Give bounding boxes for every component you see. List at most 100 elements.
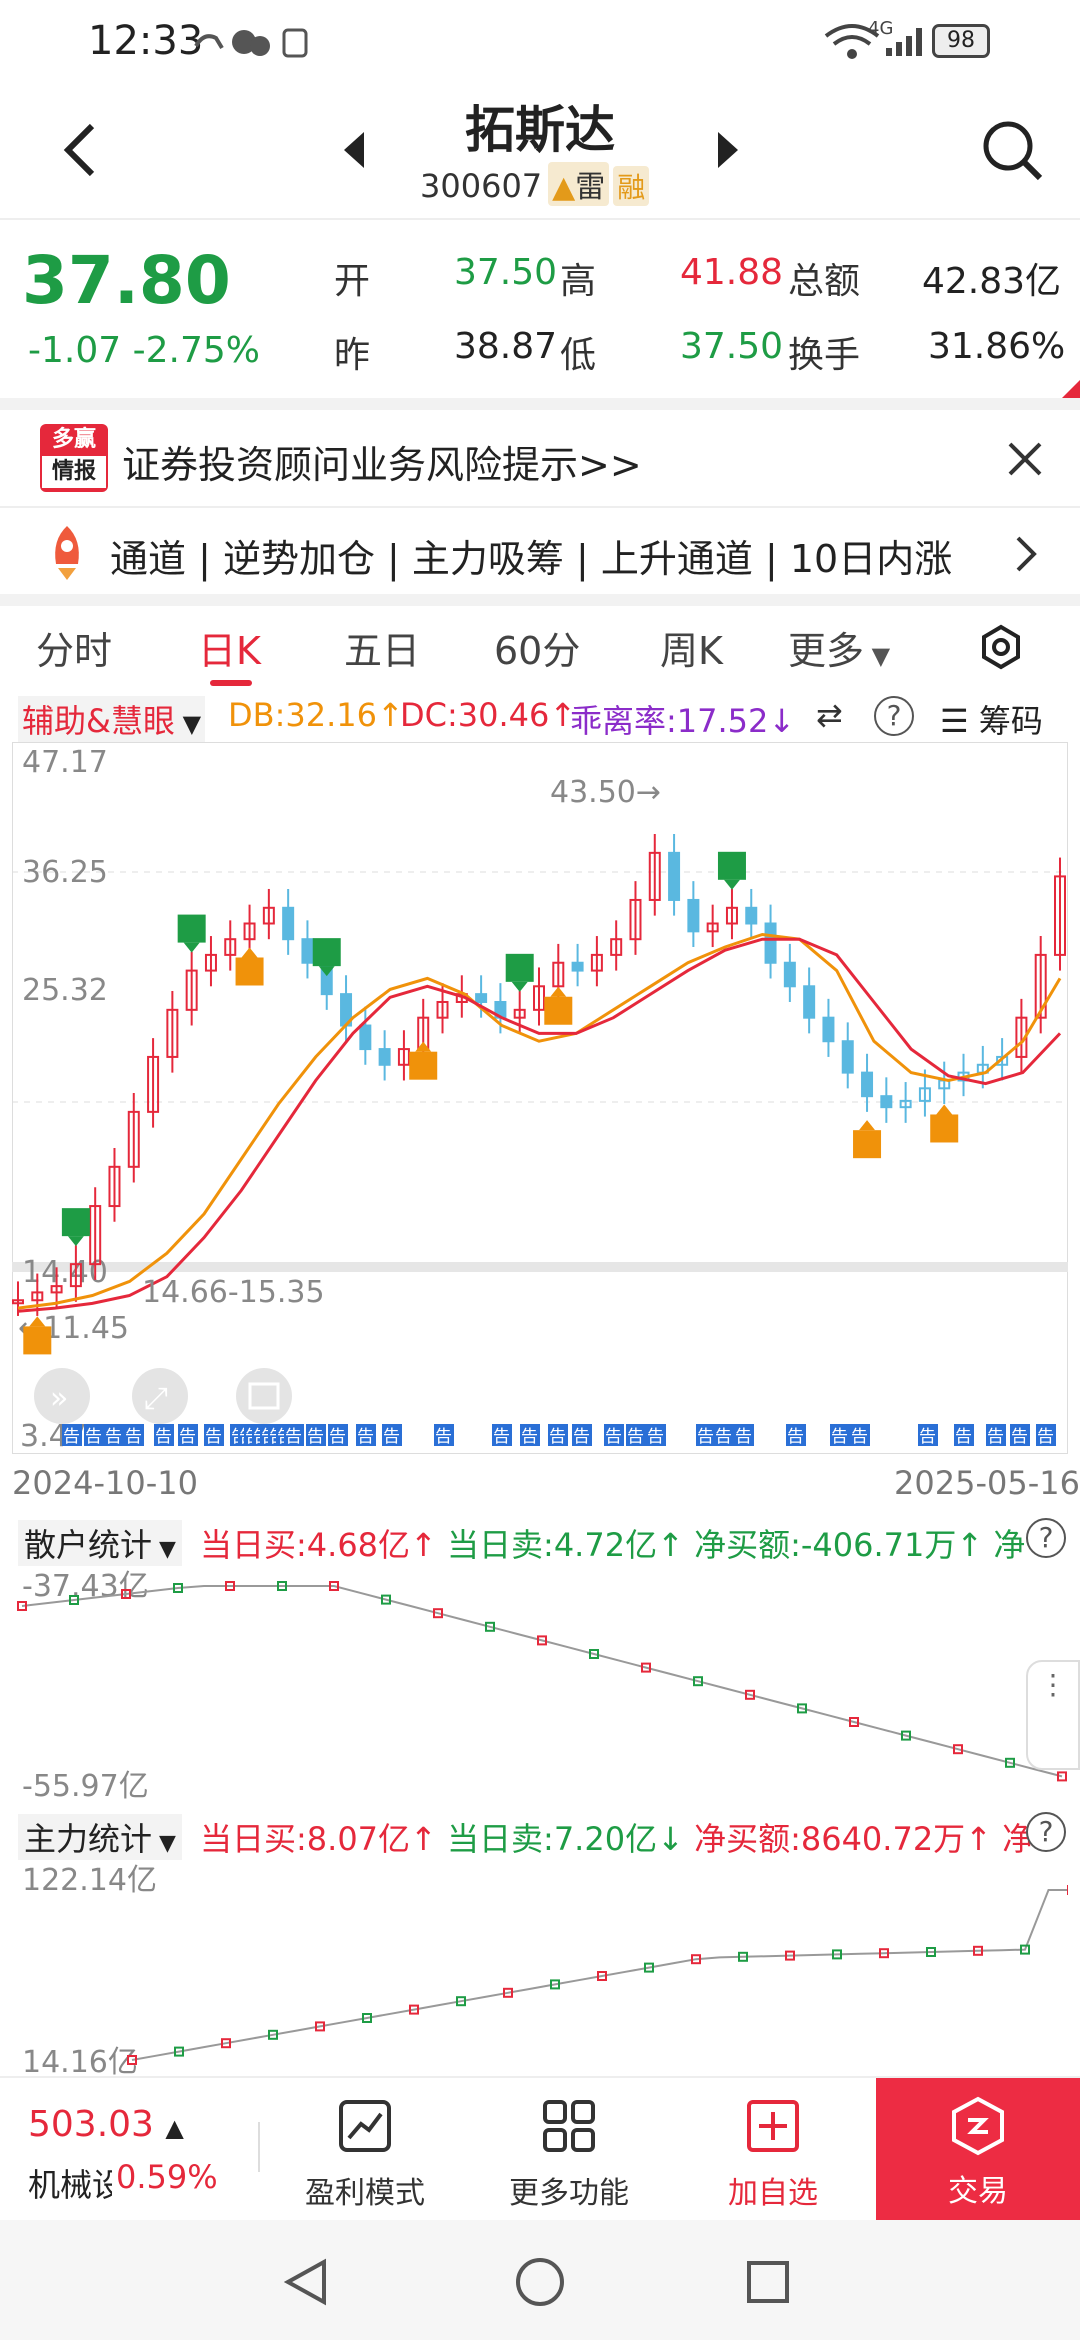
notice-tag-label: 告 — [63, 1427, 80, 1447]
notice-tag[interactable] — [434, 1424, 454, 1446]
screenshot-icon[interactable] — [236, 1368, 292, 1424]
notice-tag[interactable] — [626, 1424, 646, 1446]
notice-tag-label: 告 — [435, 1427, 452, 1447]
fullscreen-icon[interactable] — [132, 1368, 188, 1424]
tab-daily-k[interactable]: 日K — [198, 629, 261, 673]
notice-tag[interactable] — [604, 1424, 624, 1446]
indicator-selector[interactable]: 辅助&慧眼 ▼ — [18, 696, 206, 742]
notice-tag[interactable] — [918, 1424, 938, 1446]
close-icon[interactable] — [1006, 440, 1044, 478]
more-features-button[interactable]: 更多功能 — [504, 2098, 634, 2212]
margin-badge[interactable]: 融 — [613, 166, 650, 206]
trade-button[interactable]: 交易 — [876, 2078, 1080, 2222]
switch-icon[interactable]: ⇄ — [816, 696, 843, 734]
notice-tag[interactable] — [714, 1424, 734, 1446]
kline-chart[interactable]: 47.17 36.25 25.32 14.40 3.47 43.50→ ←11.… — [12, 742, 1068, 1454]
retail-stats-selector[interactable]: 散户统计 ▼ — [18, 1520, 182, 1566]
candle — [262, 906, 275, 925]
tab-five-day[interactable]: 五日 — [344, 629, 421, 673]
notice-tag[interactable] — [154, 1424, 174, 1446]
expand-corner-icon[interactable] — [1060, 380, 1080, 398]
next-stock-icon[interactable] — [714, 128, 742, 172]
notice-tag[interactable] — [382, 1424, 402, 1446]
notice-tag[interactable] — [572, 1424, 592, 1446]
notice-tag[interactable] — [850, 1424, 870, 1446]
notice-tag[interactable] — [204, 1424, 224, 1446]
add-watchlist-button[interactable]: 加自选 — [708, 2098, 838, 2212]
notice-tag[interactable] — [1036, 1424, 1056, 1446]
notice-tag[interactable] — [328, 1424, 348, 1446]
side-more-handle[interactable]: ⋮ — [1026, 1660, 1080, 1770]
notice-tag-label: 告 — [647, 1427, 664, 1447]
prev-stock-icon[interactable] — [340, 128, 368, 172]
search-icon[interactable] — [980, 118, 1046, 184]
tab-weekly-k[interactable]: 周K — [660, 629, 723, 673]
retail-bottom-label: -55.97亿 — [22, 1769, 149, 1804]
candle — [282, 906, 295, 941]
profit-mode-button[interactable]: 盈利模式 — [300, 2098, 430, 2212]
main-force-selector[interactable]: 主力统计 ▼ — [18, 1814, 182, 1860]
help-icon[interactable]: ? — [874, 696, 914, 736]
candle — [745, 906, 758, 925]
retail-line — [17, 1581, 1067, 1782]
logo-line-2: 情报 — [42, 456, 106, 488]
ma-line-MA-orange — [17, 932, 1062, 1310]
stat-point — [174, 2046, 184, 2057]
notice-tag[interactable] — [548, 1424, 568, 1446]
notice-tag[interactable] — [62, 1424, 82, 1446]
notice-tag-label: 告 — [987, 1427, 1004, 1447]
high-label: 高 — [560, 261, 597, 302]
retail-stats-chart[interactable]: -37.43亿 -55.97亿 — [12, 1566, 1068, 1806]
playback-icon[interactable] — [34, 1368, 90, 1424]
notice-tag[interactable] — [104, 1424, 124, 1446]
help-icon[interactable]: ? — [1026, 1518, 1066, 1558]
candle — [533, 985, 545, 1011]
back-icon[interactable] — [60, 122, 100, 178]
risk-banner[interactable]: 多赢 情报 证券投资顾问业务风险提示>> — [0, 410, 1080, 506]
sell-signal-arrow — [723, 879, 740, 890]
chips-button[interactable]: ☰ 筹码 — [940, 696, 1043, 742]
notice-tag[interactable] — [356, 1424, 376, 1446]
chevron-right-icon[interactable] — [1014, 534, 1038, 574]
notice-tag[interactable] — [786, 1424, 806, 1446]
notice-tag[interactable] — [520, 1424, 540, 1446]
notice-tag[interactable] — [84, 1424, 104, 1446]
candle — [12, 1299, 24, 1305]
sell-signal-arrow — [511, 981, 528, 992]
candles — [12, 834, 1066, 1316]
candle — [436, 1000, 449, 1019]
main-sell: 当日卖:7.20亿↓ — [447, 1820, 684, 1858]
dc-value: DC:30.46↑ — [400, 696, 577, 734]
tab-60min[interactable]: 60分 — [494, 629, 581, 673]
tab-more[interactable]: 更多 ▼ — [788, 620, 890, 675]
notice-tag[interactable] — [696, 1424, 716, 1446]
notice-tag[interactable] — [830, 1424, 850, 1446]
notice-tag[interactable] — [124, 1424, 144, 1446]
warning-badge[interactable]: ▲雷 — [548, 162, 610, 206]
retail-sell: 当日卖:4.72亿↑ — [447, 1526, 684, 1564]
sector-index[interactable]: 503.03 ▲ — [28, 2104, 184, 2145]
main-force-chart[interactable]: 122.14亿 14.16亿 — [12, 1860, 1068, 2076]
tab-intraday[interactable]: 分时 — [36, 629, 113, 673]
notice-tag[interactable] — [306, 1424, 326, 1446]
notice-tag[interactable] — [986, 1424, 1006, 1446]
notice-tag[interactable] — [734, 1424, 754, 1446]
candle — [31, 1291, 44, 1302]
stat-point — [127, 2055, 137, 2065]
notice-tag[interactable] — [492, 1424, 512, 1446]
low-value: 37.50 — [680, 326, 784, 367]
risk-text: 证券投资顾问业务风险提示>> — [122, 443, 642, 487]
settings-icon[interactable] — [978, 624, 1024, 670]
notice-tag[interactable] — [954, 1424, 974, 1446]
nav-recents-icon[interactable] — [746, 2260, 790, 2304]
nav-back-icon[interactable] — [284, 2258, 328, 2306]
signal-ticker[interactable]: 通道 | 逆势加仓 | 主力吸筹 | 上升通道 | 10日内涨 — [0, 508, 1080, 598]
notice-tag[interactable] — [284, 1424, 304, 1446]
notice-tag[interactable] — [178, 1424, 198, 1446]
notice-tag[interactable] — [1010, 1424, 1030, 1446]
help-icon[interactable]: ? — [1026, 1812, 1066, 1852]
stat-point — [433, 1608, 443, 1619]
stat-point — [597, 1971, 607, 1981]
notice-tag[interactable] — [646, 1424, 666, 1446]
nav-home-icon[interactable] — [514, 2256, 566, 2308]
